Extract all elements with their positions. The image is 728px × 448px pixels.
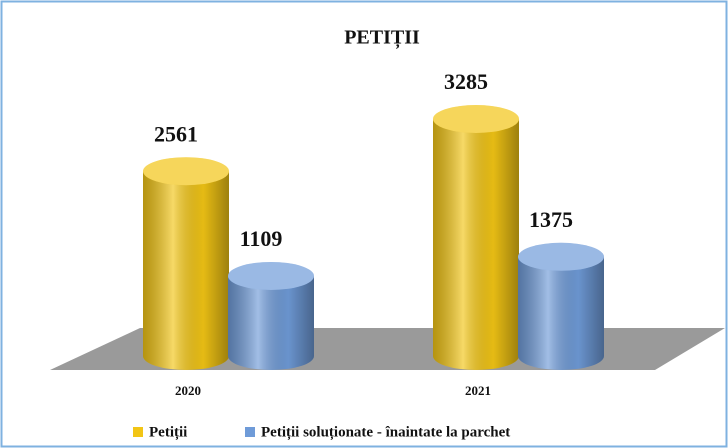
chart-title: PETIȚII xyxy=(344,27,420,50)
data-label: 1109 xyxy=(240,226,283,251)
legend-label: Petiții soluționate - înaintate la parch… xyxy=(261,424,510,440)
cylinder xyxy=(433,105,519,370)
cylinder xyxy=(143,157,229,370)
data-label: 3285 xyxy=(444,69,488,94)
bar-shade xyxy=(518,256,604,370)
bar-top xyxy=(433,105,519,133)
bar-top xyxy=(518,242,604,271)
legend-swatch xyxy=(133,427,143,437)
data-label: 1375 xyxy=(529,207,573,232)
bar-top-light xyxy=(433,105,519,133)
bar-shade xyxy=(228,275,314,370)
x-tick-label: 2021 xyxy=(465,383,491,398)
bar-top-light xyxy=(143,157,229,186)
cylinder xyxy=(518,242,604,370)
bar-shade xyxy=(143,171,229,370)
bar-top-light xyxy=(228,261,314,290)
bar-top xyxy=(143,157,229,186)
bar-top xyxy=(228,261,314,290)
bar-top-light xyxy=(518,242,604,271)
legend-label: Petiții xyxy=(149,424,187,440)
data-label: 2561 xyxy=(154,121,198,146)
x-tick-label: 2020 xyxy=(175,383,201,398)
bar-shade xyxy=(433,119,519,370)
legend-swatch xyxy=(245,427,255,437)
cylinder xyxy=(228,261,314,370)
